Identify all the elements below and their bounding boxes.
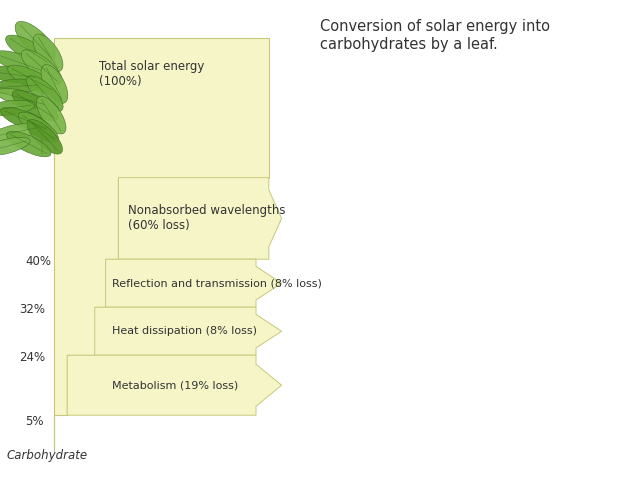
Polygon shape [118,178,282,259]
Text: Conversion of solar energy into
carbohydrates by a leaf.: Conversion of solar energy into carbohyd… [320,19,550,52]
Text: Nonabsorbed wavelengths
(60% loss): Nonabsorbed wavelengths (60% loss) [128,204,285,232]
Ellipse shape [1,108,51,132]
Text: 40%: 40% [26,255,52,268]
Ellipse shape [0,100,35,116]
Ellipse shape [6,131,51,157]
Ellipse shape [0,123,41,141]
Ellipse shape [0,79,42,94]
Polygon shape [54,38,269,451]
Ellipse shape [26,76,63,111]
Ellipse shape [0,88,48,108]
Text: Metabolism (19% loss): Metabolism (19% loss) [112,381,238,390]
Text: 24%: 24% [19,351,45,364]
Ellipse shape [8,65,56,93]
Ellipse shape [0,137,30,156]
Ellipse shape [21,50,62,84]
Text: Heat dissipation (8% loss): Heat dissipation (8% loss) [112,326,257,336]
Text: Total solar energy
(100%): Total solar energy (100%) [99,60,205,88]
Ellipse shape [36,96,66,134]
Ellipse shape [33,34,63,72]
Text: Carbohydrate: Carbohydrate [6,448,88,462]
Ellipse shape [19,112,58,142]
Ellipse shape [12,90,58,121]
Ellipse shape [41,65,68,103]
Text: 5%: 5% [26,415,44,428]
Polygon shape [95,307,282,355]
Ellipse shape [0,66,40,83]
Text: Reflection and transmission (8% loss): Reflection and transmission (8% loss) [112,278,322,288]
Ellipse shape [0,51,45,74]
Polygon shape [67,355,282,415]
Polygon shape [106,259,282,307]
Text: 32%: 32% [19,303,45,316]
Ellipse shape [6,35,52,66]
Ellipse shape [27,120,63,154]
Ellipse shape [15,22,55,60]
